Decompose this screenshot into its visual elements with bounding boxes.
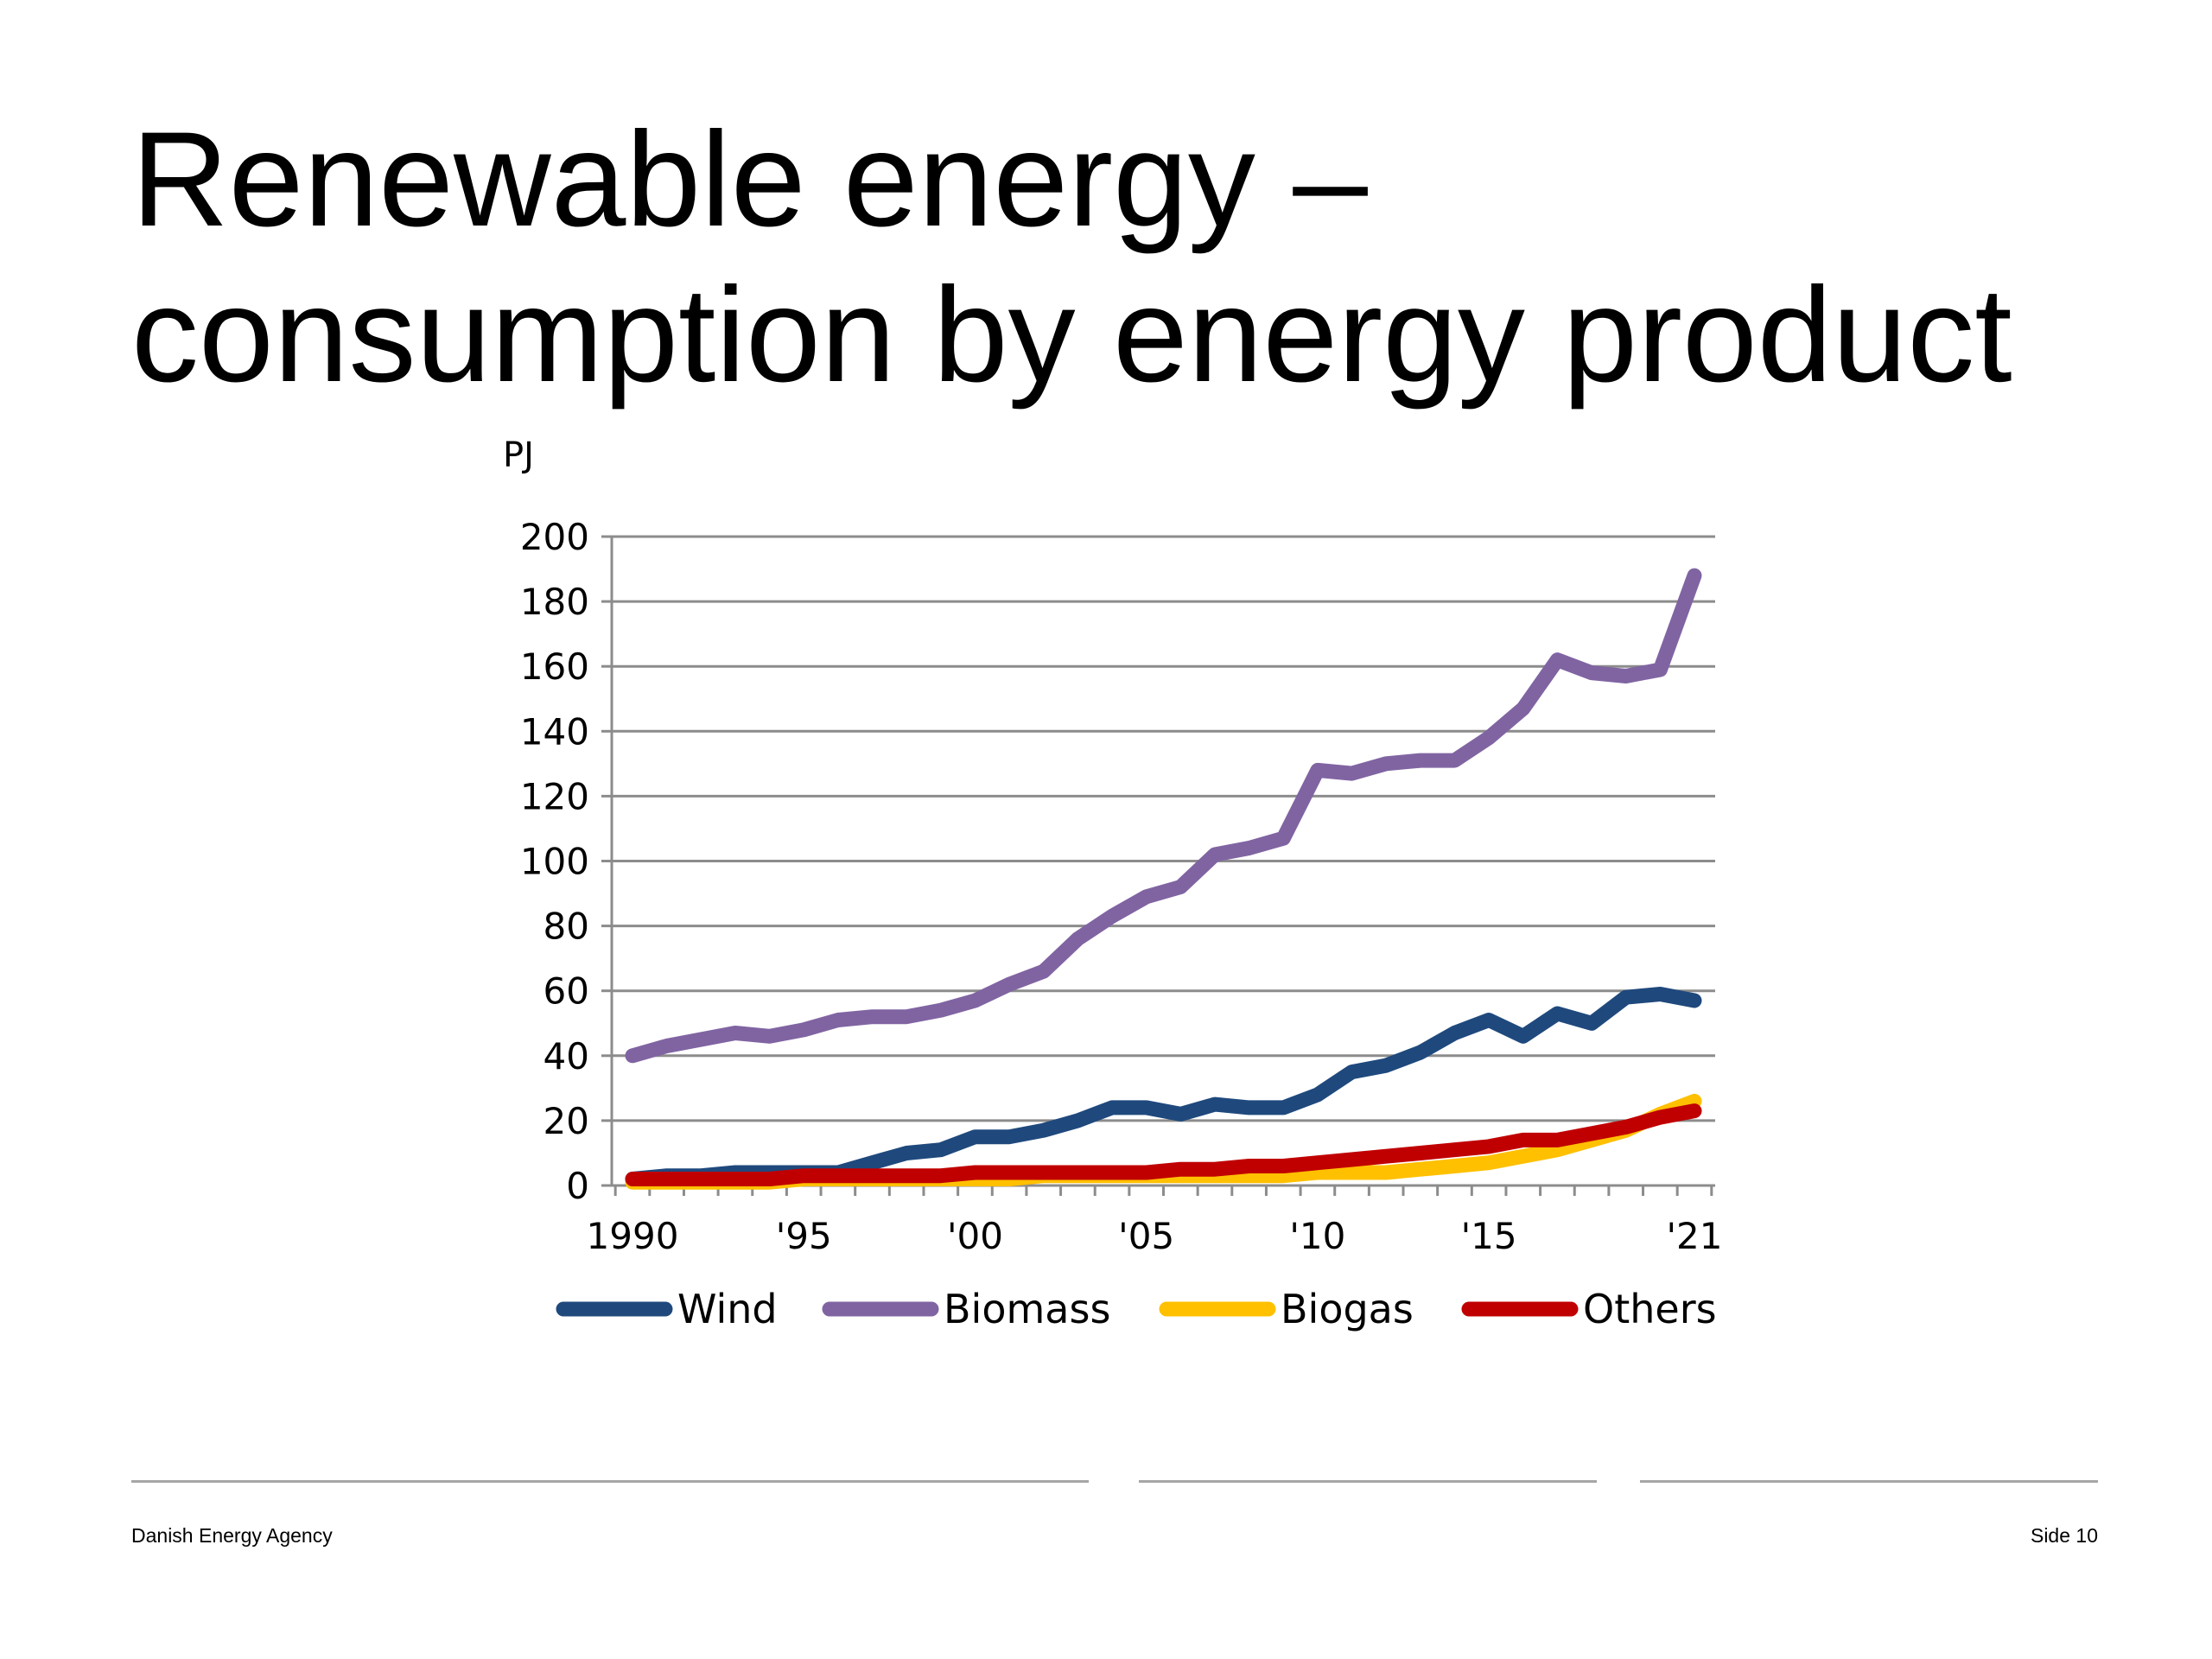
slide-title-line-1: Renewable energy – <box>131 105 1368 255</box>
y-tick-label-100: 100 <box>520 841 589 883</box>
y-tick-label-200: 200 <box>520 516 589 558</box>
series-line-others <box>625 1103 1702 1186</box>
x-tick-label-'21: '21 <box>1667 1215 1723 1257</box>
footer-rule-middle <box>1139 1480 1597 1483</box>
y-tick-label-180: 180 <box>520 581 589 623</box>
slide-title: Renewable energy – consumption by energy… <box>131 102 2119 413</box>
footer-organization: Danish Energy Agency <box>131 1524 333 1547</box>
y-tick-label-40: 40 <box>543 1035 589 1077</box>
x-tick-label-'00: '00 <box>947 1215 1003 1257</box>
x-tick-label-'15: '15 <box>1461 1215 1517 1257</box>
x-tick-label-1990: 1990 <box>587 1215 679 1257</box>
y-axis-unit-label: PJ <box>503 435 534 475</box>
chart-legend: Wind Biomass Biogas Others <box>556 1286 1717 1332</box>
y-tick-label-80: 80 <box>543 906 589 948</box>
x-tick-label-'05: '05 <box>1118 1215 1174 1257</box>
footer-rule-right <box>1640 1480 2098 1483</box>
y-tick-label-0: 0 <box>566 1165 589 1207</box>
series-line-biomass <box>625 568 1702 1064</box>
y-tick-label-20: 20 <box>543 1100 589 1142</box>
y-tick-label-140: 140 <box>520 710 589 753</box>
y-tick-label-160: 160 <box>520 645 589 688</box>
footer-page-number: Side 10 <box>2030 1524 2098 1547</box>
axes <box>601 535 1715 1196</box>
y-tick-labels: 0 20 40 60 80 100 120 140 160 180 200 <box>520 516 589 1207</box>
data-series <box>625 568 1702 1190</box>
y-tick-label-120: 120 <box>520 775 589 817</box>
slide-title-line-2: consumption by energy product <box>131 260 2012 410</box>
x-tick-label-'10: '10 <box>1289 1215 1345 1257</box>
legend-label-wind: Wind <box>677 1286 778 1332</box>
x-tick-label-'95: '95 <box>776 1215 832 1257</box>
footer-rule-left <box>131 1480 1089 1483</box>
legend-label-biogas: Biogas <box>1281 1286 1414 1332</box>
x-tick-labels: 1990 '95 '00 '05 '10 '15 '21 <box>587 1215 1723 1257</box>
y-tick-label-60: 60 <box>543 970 589 1013</box>
legend-label-biomass: Biomass <box>944 1286 1110 1332</box>
gridlines <box>612 535 1715 1122</box>
legend-label-others: Others <box>1583 1286 1717 1332</box>
